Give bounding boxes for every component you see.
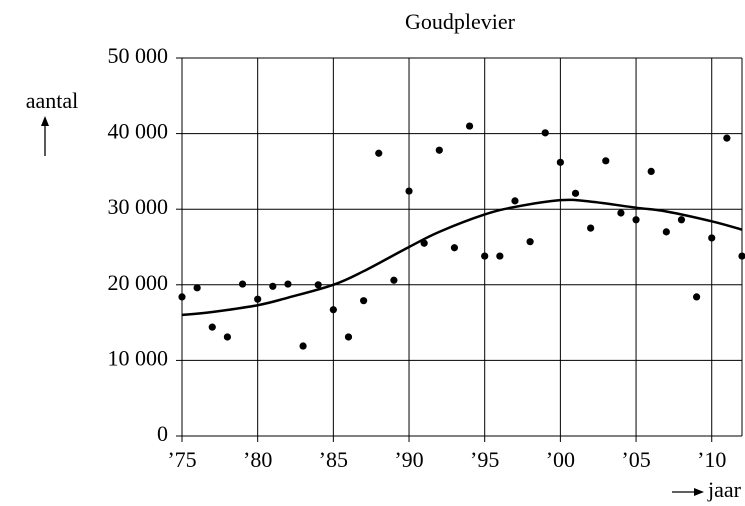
data-point bbox=[193, 284, 201, 292]
data-point bbox=[541, 129, 549, 137]
data-point bbox=[223, 333, 232, 341]
data-point bbox=[647, 167, 655, 175]
y-tick-label: 10 000 bbox=[108, 345, 169, 370]
data-point bbox=[632, 216, 640, 224]
y-tick-label: 20 000 bbox=[108, 270, 169, 295]
data-point bbox=[390, 276, 398, 284]
x-tick-label: ’95 bbox=[470, 447, 499, 472]
data-point bbox=[723, 134, 731, 142]
data-point bbox=[329, 306, 337, 314]
y-tick-label: 50 000 bbox=[108, 43, 169, 68]
x-tick-label: ’10 bbox=[697, 447, 726, 472]
data-point bbox=[238, 280, 247, 288]
y-tick-label: 40 000 bbox=[108, 119, 169, 144]
data-point bbox=[692, 293, 701, 301]
data-point bbox=[450, 244, 459, 252]
data-point bbox=[178, 293, 186, 301]
x-tick-label: ’00 bbox=[546, 447, 575, 472]
data-point bbox=[269, 282, 277, 290]
data-point bbox=[571, 189, 580, 197]
x-tick-label: ’80 bbox=[243, 447, 272, 472]
data-point bbox=[465, 122, 474, 130]
data-point bbox=[314, 281, 322, 289]
y-tick-label: 0 bbox=[157, 421, 168, 446]
data-point bbox=[617, 209, 625, 217]
data-point bbox=[299, 342, 307, 350]
y-tick-label: 30 000 bbox=[108, 194, 169, 219]
x-tick-label: ’05 bbox=[621, 447, 650, 472]
data-point bbox=[738, 252, 745, 260]
data-point bbox=[511, 197, 519, 205]
data-point bbox=[602, 157, 610, 165]
y-axis-label: aantal bbox=[26, 88, 79, 113]
data-point bbox=[420, 239, 428, 247]
x-tick-label: ’85 bbox=[319, 447, 348, 472]
chart-title: Goudplevier bbox=[405, 9, 516, 34]
x-tick-label: ’75 bbox=[167, 447, 196, 472]
data-point bbox=[708, 234, 716, 242]
data-point bbox=[208, 323, 216, 331]
data-point bbox=[360, 297, 368, 305]
data-point bbox=[344, 333, 353, 341]
data-point bbox=[496, 252, 504, 260]
data-point bbox=[254, 295, 262, 303]
x-tick-label: ’90 bbox=[394, 447, 423, 472]
data-point bbox=[677, 216, 686, 224]
data-point bbox=[435, 146, 443, 154]
data-point bbox=[526, 238, 534, 246]
x-arrow bbox=[672, 488, 704, 496]
y-arrow bbox=[41, 116, 49, 156]
data-point bbox=[284, 280, 292, 288]
data-point bbox=[481, 252, 489, 260]
data-point bbox=[556, 158, 564, 166]
x-axis-label: jaar bbox=[707, 477, 742, 502]
data-point bbox=[405, 187, 413, 195]
trend-line bbox=[181, 198, 743, 317]
data-point bbox=[587, 224, 595, 232]
data-point bbox=[375, 149, 383, 157]
data-point bbox=[662, 228, 670, 236]
